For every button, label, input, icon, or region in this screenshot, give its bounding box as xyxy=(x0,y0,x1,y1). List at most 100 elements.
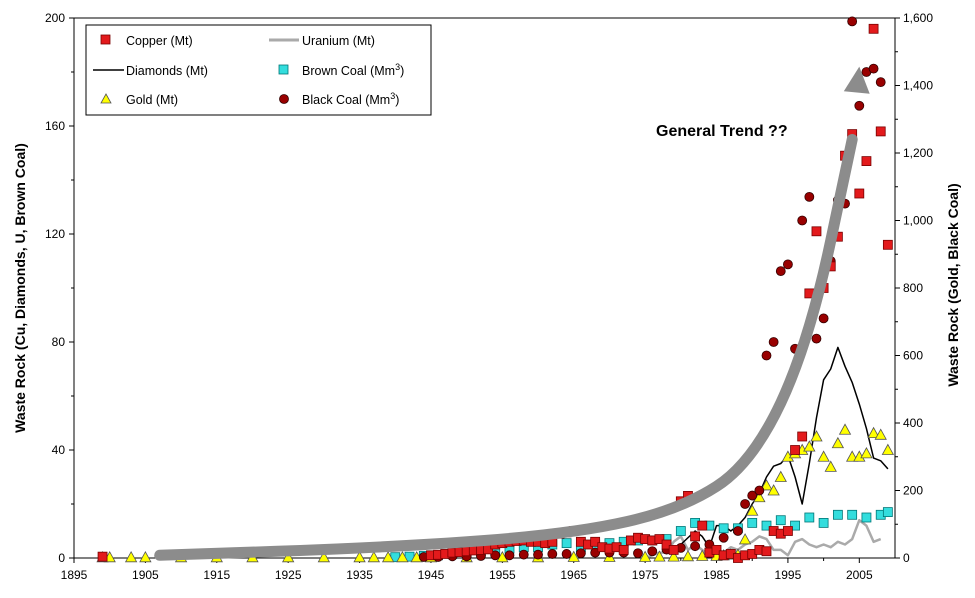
legend-label-uranium: Uranium (Mt) xyxy=(302,34,375,48)
black-coal-point xyxy=(733,526,743,536)
legend-label-brown-coal-text: Brown Coal (Mm xyxy=(302,64,395,78)
copper-point xyxy=(875,126,886,137)
copper-point xyxy=(882,239,893,250)
x-tick-label: 1945 xyxy=(418,568,445,582)
black-coal-point xyxy=(768,337,779,347)
legend-marker-brown-coal xyxy=(278,64,289,75)
black-coal-point xyxy=(818,313,829,324)
black-coal-point xyxy=(718,532,729,543)
black-coal-point xyxy=(633,548,643,559)
y-right-tick-label: 200 xyxy=(903,484,923,498)
black-coal-point xyxy=(761,350,772,361)
gold-point xyxy=(831,436,845,449)
black-coal-point xyxy=(533,549,543,560)
gold-point xyxy=(760,479,773,491)
gold-point xyxy=(874,428,887,440)
brown-coal-point xyxy=(847,509,858,520)
y-right-tick-label: 600 xyxy=(903,349,923,363)
black-coal-point xyxy=(740,499,750,509)
copper-point xyxy=(868,23,879,34)
y-left-tick-label: 80 xyxy=(52,335,66,349)
copper-point xyxy=(797,431,808,442)
gold-point xyxy=(367,550,381,563)
y-right-tick-label: 1,000 xyxy=(903,214,933,228)
y-right-tick-label: 1,400 xyxy=(903,79,933,93)
x-tick-label: 2005 xyxy=(846,568,873,582)
black-coal-point xyxy=(811,333,822,344)
legend-marker-black-coal xyxy=(279,94,289,104)
gold-point xyxy=(746,504,759,516)
gold-point xyxy=(567,550,580,562)
right-axis-label: Waste Rock (Gold, Black Coal) xyxy=(945,183,961,386)
copper-point xyxy=(761,546,772,557)
gold-point xyxy=(396,550,409,563)
copper-point xyxy=(590,536,601,547)
x-tick-label: 1995 xyxy=(775,568,802,582)
brown-coal-point xyxy=(718,523,729,534)
gold-point xyxy=(281,550,295,563)
legend-label-black-coal: Black Coal (Mm3) xyxy=(302,91,399,107)
y-left-tick-label: 40 xyxy=(52,443,66,457)
black-coal-point xyxy=(690,541,701,552)
legend-label-copper: Copper (Mt) xyxy=(126,34,193,48)
legend-label-gold: Gold (Mt) xyxy=(126,93,178,107)
black-coal-point xyxy=(754,485,765,496)
gold-point xyxy=(681,549,695,562)
gold-point xyxy=(774,470,787,482)
black-coal-point xyxy=(575,548,586,559)
x-tick-label: 1915 xyxy=(203,568,230,582)
trend-arrow-head xyxy=(843,66,870,94)
black-coal-point xyxy=(547,549,558,559)
black-coal-point xyxy=(875,77,886,88)
black-coal-point xyxy=(504,550,515,561)
legend-label-brown-coal-tail: ) xyxy=(400,64,404,78)
gold-point xyxy=(653,550,666,562)
copper-point xyxy=(618,545,629,555)
y-right-tick-label: 1,200 xyxy=(903,146,933,160)
legend-label-black-coal-tail: ) xyxy=(395,93,399,107)
brown-coal-point xyxy=(790,520,800,531)
brown-coal-point xyxy=(804,512,815,523)
brown-coal-point xyxy=(818,518,829,528)
copper-point xyxy=(783,526,793,536)
gold-point xyxy=(738,533,752,545)
y-left-tick-label: 120 xyxy=(45,227,65,241)
legend-label-brown-coal: Brown Coal (Mm3) xyxy=(302,62,404,78)
x-tick-label: 1925 xyxy=(275,568,302,582)
x-tick-label: 1965 xyxy=(560,568,587,582)
black-coal-point xyxy=(561,549,572,559)
uranium-line xyxy=(644,518,882,560)
y-left-tick-label: 0 xyxy=(58,551,65,565)
copper-point xyxy=(97,551,108,562)
left-axis-label: Waste Rock (Cu, Diamonds, U, Brown Coal) xyxy=(12,143,28,433)
legend-marker-gold xyxy=(100,93,112,104)
series-black-coal xyxy=(418,16,886,562)
copper-point xyxy=(654,534,665,544)
black-coal-point xyxy=(868,63,879,74)
gold-point xyxy=(767,484,780,496)
brown-coal-point xyxy=(561,538,572,549)
gold-point xyxy=(824,460,837,472)
gold-point xyxy=(381,550,395,563)
copper-point xyxy=(711,545,722,555)
copper-point xyxy=(790,445,800,455)
black-coal-point xyxy=(747,490,758,501)
x-tick-label: 1955 xyxy=(489,568,516,582)
gold-point xyxy=(317,550,331,563)
gold-point xyxy=(810,430,823,442)
y-right-tick-label: 1,600 xyxy=(903,11,933,25)
copper-point xyxy=(690,531,701,542)
y-right-tick-label: 400 xyxy=(903,416,923,430)
axis-ticks: 1895 1905 1915 1925 1935 1945 1955 1965 1975 1985… xyxy=(45,11,933,582)
gold-point xyxy=(124,550,138,563)
y-left-tick-label: 200 xyxy=(45,11,65,25)
copper-point xyxy=(861,156,872,167)
x-tick-label: 1985 xyxy=(703,568,730,582)
black-coal-point xyxy=(647,546,658,557)
brown-coal-point xyxy=(747,518,758,528)
x-tick-label: 1895 xyxy=(61,568,88,582)
gold-point xyxy=(881,443,895,455)
gold-point xyxy=(139,550,152,563)
gold-point xyxy=(867,426,880,439)
